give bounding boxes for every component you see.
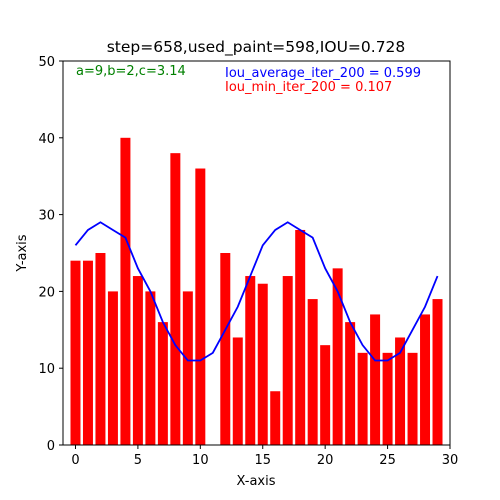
x-tick-label: 20 <box>317 453 334 468</box>
bar <box>245 276 256 445</box>
bar <box>257 283 268 445</box>
bar <box>282 276 293 445</box>
bar <box>82 260 93 445</box>
y-axis-label: Y-axis <box>15 234 30 272</box>
x-tick-label: 5 <box>134 453 142 468</box>
bar <box>382 352 393 445</box>
bar <box>395 337 406 445</box>
bar <box>357 352 368 445</box>
x-tick-label: 15 <box>254 453 271 468</box>
y-tick-label: 40 <box>38 132 55 147</box>
annotation-iou-min: Iou_min_iter_200 = 0.107 <box>225 80 392 95</box>
bar <box>120 137 131 446</box>
bar <box>345 322 356 445</box>
x-tick-label: 10 <box>192 453 209 468</box>
bar <box>220 253 231 445</box>
plot-frame <box>62 60 451 446</box>
bar <box>170 153 181 445</box>
series-line <box>74 221 439 362</box>
y-tick-label: 50 <box>38 55 55 70</box>
annotation-params: a=9,b=2,c=3.14 <box>76 64 186 79</box>
bar <box>295 229 306 445</box>
bar <box>307 299 318 445</box>
bars-group <box>70 137 443 446</box>
bar <box>182 291 193 445</box>
bar <box>232 337 243 445</box>
bar <box>407 352 418 445</box>
bar <box>432 299 443 445</box>
x-tick-label: 0 <box>71 453 79 468</box>
bar <box>145 291 156 445</box>
bar <box>420 314 431 445</box>
bar <box>157 322 168 445</box>
bar <box>70 260 81 445</box>
x-ticks: 0 5 10 15 20 25 30 <box>71 445 458 468</box>
bar <box>95 253 106 445</box>
x-tick-label: 25 <box>379 453 396 468</box>
y-tick-label: 0 <box>47 439 55 454</box>
bar <box>332 268 343 445</box>
bar <box>107 291 118 445</box>
line-group <box>74 221 439 362</box>
y-tick-label: 20 <box>38 285 55 300</box>
x-axis-label: X-axis <box>237 474 276 489</box>
x-tick-label: 30 <box>442 453 459 468</box>
bar <box>320 345 331 445</box>
chart-title: step=658,used_paint=598,IOU=0.728 <box>107 38 406 57</box>
y-tick-label: 30 <box>38 209 55 224</box>
y-tick-label: 10 <box>38 362 55 377</box>
bar <box>370 314 381 445</box>
bar <box>270 391 281 445</box>
y-ticks: 0 10 20 30 40 50 <box>38 55 63 454</box>
annotation-iou-average: Iou_average_iter_200 = 0.599 <box>225 66 421 81</box>
bar <box>132 276 143 445</box>
bar <box>195 168 206 445</box>
